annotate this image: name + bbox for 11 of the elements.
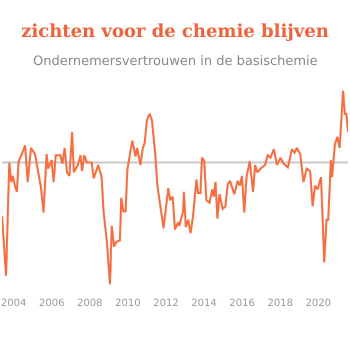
x-tick-label: 2004	[0, 298, 26, 309]
x-tick-label: 2016	[229, 298, 255, 309]
chart-subtitle: Ondernemersvertrouwen in de basischemie	[33, 54, 318, 69]
x-tick-label: 2008	[77, 298, 103, 309]
x-tick-label: 2010	[115, 298, 141, 309]
x-tick-label: 2020	[306, 298, 332, 309]
x-tick-label: 2018	[267, 298, 293, 309]
x-tick-label: 2012	[153, 298, 179, 309]
chart-title: zichten voor de chemie blijven	[21, 21, 329, 42]
x-tick-label: 2006	[38, 298, 64, 309]
x-tick-label: 2014	[191, 298, 217, 309]
